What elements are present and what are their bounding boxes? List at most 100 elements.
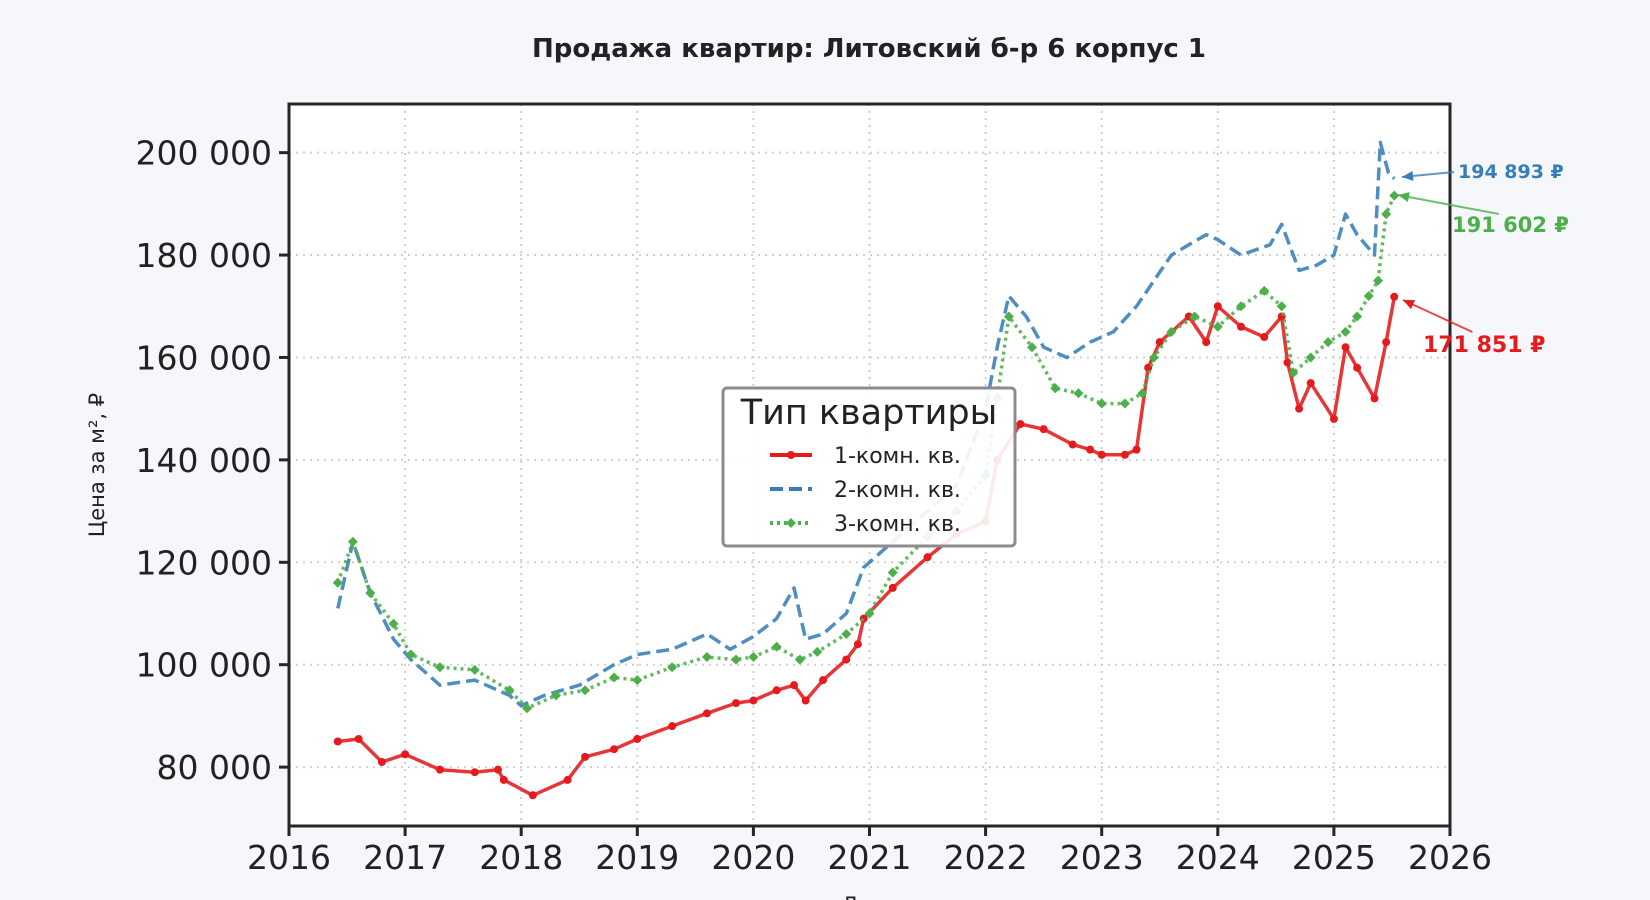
data-point: [401, 750, 410, 759]
x-tick-label: 2018: [479, 838, 563, 877]
data-point: [749, 696, 758, 705]
x-tick-label: 2025: [1292, 838, 1376, 877]
data-point: [1382, 338, 1391, 347]
data-point: [1353, 363, 1362, 372]
data-point: [522, 703, 533, 714]
data-point: [499, 775, 508, 784]
data-point: [748, 652, 759, 663]
data-point: [1341, 343, 1350, 352]
legend: Тип квартиры 1-комн. кв. 2-комн. кв. 3-комн…: [721, 386, 1017, 548]
data-point: [1259, 285, 1270, 296]
data-point: [730, 654, 741, 665]
x-tick-label: 2023: [1060, 838, 1144, 877]
data-point: [1389, 190, 1400, 201]
chart-title: Продажа квартир: Литовский б-р 6 корпус …: [532, 34, 1206, 64]
data-point: [1119, 398, 1130, 409]
data-point: [1189, 311, 1200, 322]
data-point: [1086, 445, 1095, 454]
data-point: [1155, 338, 1164, 347]
data-point: [1050, 383, 1061, 394]
data-point: [1137, 388, 1148, 399]
data-point: [801, 696, 810, 705]
x-tick-label: 2024: [1176, 838, 1260, 877]
data-point: [701, 652, 712, 663]
data-point: [923, 553, 932, 562]
x-tick-label: 2019: [595, 838, 679, 877]
data-point: [1260, 332, 1269, 341]
data-point: [563, 775, 572, 784]
data-point: [887, 567, 898, 578]
data-point: [1340, 326, 1351, 337]
annotation-label: 194 893 ₽: [1458, 161, 1564, 183]
y-tick-label: 80 000: [157, 748, 272, 787]
data-point: [1283, 358, 1292, 367]
legend-title: Тип квартиры: [740, 393, 998, 433]
data-point: [633, 734, 642, 743]
data-point: [1097, 450, 1106, 459]
annotation-arrowhead: [1402, 170, 1414, 181]
data-point: [1096, 398, 1107, 409]
data-point: [812, 646, 823, 657]
legend-entry: 2-комн. кв.: [770, 478, 961, 503]
data-point: [1352, 311, 1363, 322]
data-point: [1288, 367, 1299, 378]
data-point: [1295, 404, 1304, 413]
annotation-label: 191 602 ₽: [1452, 213, 1569, 237]
data-point: [771, 641, 782, 652]
legend-label: 3-комн. кв.: [834, 512, 961, 537]
y-tick-label: 120 000: [136, 543, 272, 582]
x-tick-label: 2016: [247, 838, 331, 877]
data-point: [347, 536, 358, 547]
legend-box: [721, 386, 1017, 548]
data-point: [581, 752, 590, 761]
data-point: [667, 662, 678, 673]
data-point: [1329, 414, 1338, 423]
data-point: [1363, 291, 1374, 302]
data-point: [1276, 301, 1287, 312]
data-point: [1148, 352, 1159, 363]
data-point: [1073, 388, 1084, 399]
annotation-arrow: [1402, 299, 1473, 333]
data-point: [1132, 445, 1141, 454]
data-point: [504, 685, 515, 696]
annotation-arrowhead: [1403, 300, 1416, 310]
x-tick-label: 2026: [1408, 838, 1492, 877]
legend-marker: [786, 518, 796, 528]
data-point: [841, 628, 852, 639]
data-point: [853, 640, 862, 649]
data-point: [1237, 322, 1246, 331]
data-point: [528, 791, 537, 800]
data-point: [702, 709, 711, 718]
data-point: [377, 757, 386, 766]
x-tick-label: 2017: [363, 838, 447, 877]
data-point: [1166, 326, 1177, 337]
x-tick-label: 2022: [944, 838, 1028, 877]
y-axis: 80 000 100 000 120 000 140 000 160 000 180 00…: [136, 134, 289, 787]
data-point: [551, 690, 562, 701]
data-point: [493, 765, 502, 774]
data-point: [354, 734, 363, 743]
data-point: [332, 577, 343, 588]
annotations: 194 893 ₽ 191 602 ₽ 171 851 ₽: [1397, 161, 1569, 358]
data-point: [1120, 450, 1129, 459]
data-point: [580, 685, 591, 696]
data-point: [1373, 275, 1384, 286]
data-point: [1016, 420, 1025, 429]
legend-label: 1-комн. кв.: [834, 444, 961, 469]
data-point: [842, 655, 851, 664]
data-point: [1202, 338, 1211, 347]
data-point: [610, 745, 619, 754]
data-point: [470, 768, 479, 777]
data-point: [632, 675, 643, 686]
data-point: [1027, 342, 1038, 353]
annotation-arrowhead: [1398, 192, 1410, 202]
y-tick-label: 100 000: [136, 646, 272, 685]
data-point: [388, 618, 399, 629]
data-point: [333, 737, 342, 746]
data-point: [1212, 321, 1223, 332]
data-point: [434, 662, 445, 673]
y-tick-label: 200 000: [136, 134, 272, 173]
y-tick-label: 180 000: [136, 236, 272, 275]
data-point: [405, 649, 416, 660]
